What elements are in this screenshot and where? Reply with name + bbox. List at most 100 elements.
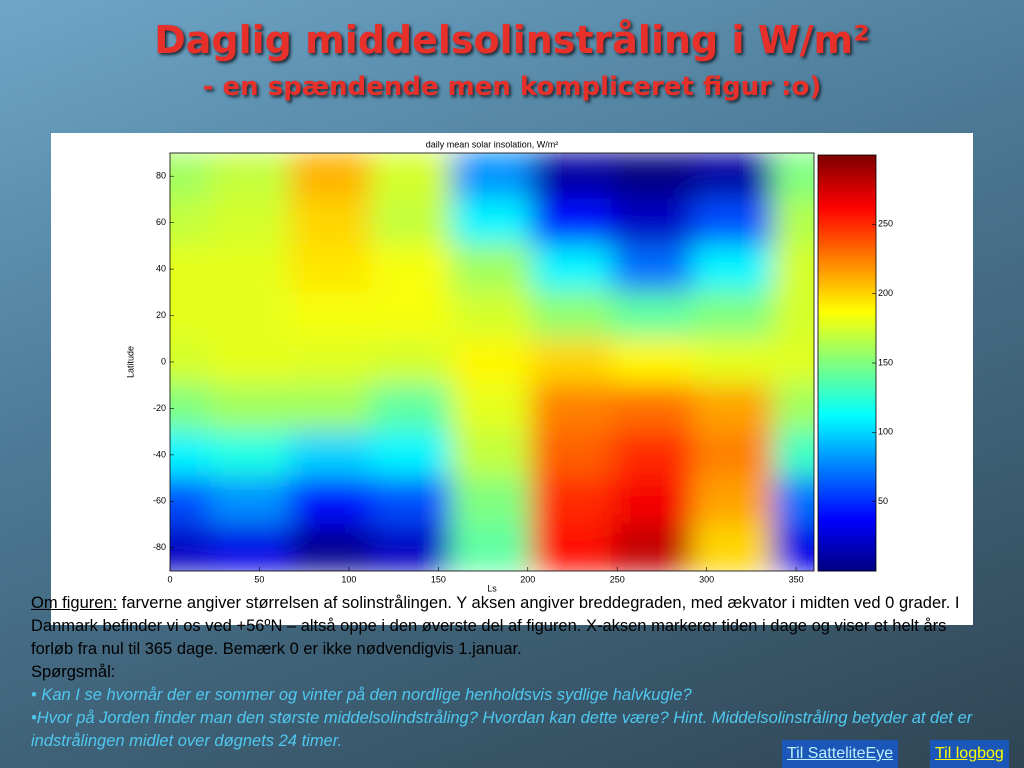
- x-tick-label: 300: [699, 574, 714, 584]
- colorbar-segment: [818, 559, 876, 564]
- colorbar-segment: [818, 527, 876, 532]
- heat-cell: [692, 523, 775, 571]
- figure: daily mean solar insolation, W/m² Ls Lat…: [51, 133, 973, 625]
- heat-cell: [531, 198, 614, 247]
- heat-cell: [370, 523, 453, 571]
- colorbar-segment: [818, 407, 876, 412]
- heat-cell: [692, 291, 775, 340]
- heat-cell: [289, 244, 373, 294]
- heat-cell: [611, 430, 695, 480]
- colorbar-segment: [818, 179, 876, 184]
- heat-cell: [170, 244, 212, 294]
- heat-cell: [289, 477, 373, 526]
- heat-cell: [531, 430, 614, 480]
- colorbar-segment: [818, 307, 876, 312]
- questions-label: Spørgsmål:: [31, 663, 116, 681]
- colorbar-segment: [818, 515, 876, 520]
- colorbar-segment: [818, 239, 876, 244]
- heat-cell: [209, 430, 292, 480]
- heat-cell: [289, 337, 373, 387]
- y-tick-label: 60: [156, 217, 166, 227]
- colorbar-segment: [818, 507, 876, 512]
- colorbar-tick-label: 250: [878, 219, 893, 229]
- heat-cell: [289, 153, 373, 201]
- heat-cell: [450, 153, 534, 201]
- heat-cell: [772, 153, 814, 201]
- colorbar-segment: [818, 351, 876, 356]
- colorbar-segment: [818, 411, 876, 416]
- heat-cell: [170, 291, 212, 340]
- heat-cell: [531, 244, 614, 294]
- colorbar-segment: [818, 251, 876, 256]
- colorbar-segment: [818, 443, 876, 448]
- colorbar-segment: [818, 175, 876, 180]
- colorbar-segment: [818, 319, 876, 324]
- x-tick-label: 50: [254, 574, 264, 584]
- colorbar-segment: [818, 495, 876, 500]
- heat-cell: [370, 337, 453, 387]
- colorbar-segment: [818, 343, 876, 348]
- y-tick-label: -80: [153, 542, 166, 552]
- heat-cell: [531, 523, 614, 571]
- colorbar-segment: [818, 551, 876, 556]
- colorbar-segment: [818, 291, 876, 296]
- heat-cell: [170, 384, 212, 433]
- heat-cell: [450, 337, 534, 387]
- colorbar-segment: [818, 439, 876, 444]
- heat-cell: [450, 198, 534, 247]
- lead: Om figuren:: [31, 594, 118, 612]
- heat-cell: [692, 430, 775, 480]
- x-tick-label: 200: [520, 574, 535, 584]
- colorbar-segment: [818, 415, 876, 420]
- colorbar-segment: [818, 491, 876, 496]
- heat-cell: [772, 337, 814, 387]
- colorbar-segment: [818, 419, 876, 424]
- colorbar-segment: [818, 347, 876, 352]
- heat-cell: [531, 291, 614, 340]
- heat-cell: [692, 384, 775, 433]
- colorbar-segment: [818, 567, 876, 572]
- colorbar-segment: [818, 371, 876, 376]
- heat-cell: [289, 523, 373, 571]
- heat-cell: [450, 244, 534, 294]
- link[interactable]: Til SatteliteEye: [782, 740, 899, 768]
- heat-cell: [289, 198, 373, 247]
- heat-cell: [450, 291, 534, 340]
- x-tick-label: 350: [789, 574, 804, 584]
- x-tick-label: 150: [431, 574, 446, 584]
- heat-cell: [450, 523, 534, 571]
- heat-cell: [611, 523, 695, 571]
- colorbar-segment: [818, 263, 876, 268]
- link[interactable]: Til logbog: [930, 740, 1009, 768]
- heat-cell: [209, 523, 292, 571]
- colorbar-segment: [818, 535, 876, 540]
- chart-title: daily mean solar insolation, W/m²: [426, 139, 559, 149]
- colorbar-segment: [818, 195, 876, 200]
- colorbar-segment: [818, 223, 876, 228]
- colorbar-segment: [818, 391, 876, 396]
- colorbar-segment: [818, 547, 876, 552]
- colorbar-segment: [818, 271, 876, 276]
- heat-cell: [289, 384, 373, 433]
- colorbar-segment: [818, 303, 876, 308]
- colorbar-segment: [818, 183, 876, 188]
- heat-cell: [450, 430, 534, 480]
- heat-cell: [450, 477, 534, 526]
- colorbar-segment: [818, 543, 876, 548]
- colorbar-segment: [818, 471, 876, 476]
- colorbar-segment: [818, 451, 876, 456]
- x-tick-label: 100: [341, 574, 356, 584]
- colorbar-segment: [818, 531, 876, 536]
- heat-cell: [289, 430, 373, 480]
- colorbar-segment: [818, 463, 876, 468]
- colorbar-segment: [818, 311, 876, 316]
- x-tick-label: 0: [167, 574, 172, 584]
- heat-cell: [170, 477, 212, 526]
- colorbar-segment: [818, 331, 876, 336]
- colorbar-segment: [818, 275, 876, 280]
- heat-cell: [692, 337, 775, 387]
- heat-cell: [209, 244, 292, 294]
- heat-cell: [611, 198, 695, 247]
- heat-cell: [209, 291, 292, 340]
- x-axis-label: Ls: [487, 583, 497, 593]
